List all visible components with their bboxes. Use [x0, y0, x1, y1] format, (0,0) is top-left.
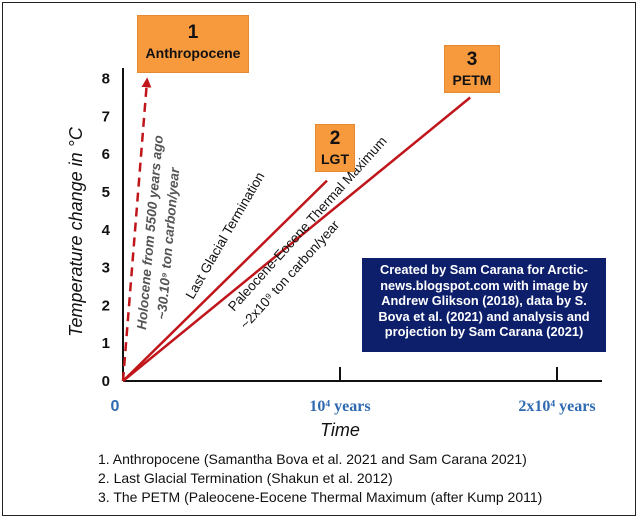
- x-tick-label: 0: [111, 398, 120, 415]
- series-lines: [121, 77, 471, 382]
- y-ticks: 0 1 2 3 4 5 6 7 8: [102, 71, 111, 390]
- footnotes: 1. Anthropocene (Samantha Bova et al. 20…: [98, 450, 542, 507]
- y-tick-label: 2: [102, 297, 110, 314]
- x-ticks: 0 10⁴ years 2x10⁴ years: [111, 367, 596, 415]
- y-tick-label: 7: [102, 108, 110, 125]
- footnote-3: 3. The PETM (Paleocene-Eocene Thermal Ma…: [98, 489, 543, 505]
- badge-label: PETM: [452, 72, 492, 88]
- footnote-2: 2. Last Glacial Termination (Shakun et a…: [98, 470, 393, 486]
- y-tick-label: 1: [102, 335, 110, 352]
- footnote-1: 1. Anthropocene (Samantha Bova et al. 20…: [98, 451, 527, 467]
- series-line-1: [121, 77, 152, 382]
- credit-box: Created by Sam Carana for Arctic-news.bl…: [362, 258, 606, 352]
- x-axis-label: Time: [320, 420, 360, 440]
- x-tick-label: 2x10⁴ years: [518, 398, 595, 415]
- series-line-3: [122, 96, 471, 382]
- axes: [122, 68, 602, 382]
- x-tick-label: 10⁴ years: [309, 398, 370, 415]
- badge-number: 1: [187, 22, 199, 43]
- figure-frame: [2, 2, 636, 516]
- badge-anthropocene: 1 Anthropocene: [137, 15, 249, 73]
- y-tick-label: 4: [102, 222, 111, 239]
- y-tick-label: 3: [102, 260, 110, 277]
- y-tick-label: 5: [102, 184, 110, 201]
- badge-lgt: 2 LGT: [315, 124, 355, 172]
- series-line-2: [122, 179, 328, 382]
- y-tick-label: 8: [102, 71, 110, 88]
- y-tick-label: 6: [102, 146, 110, 163]
- badge-label: Anthropocene: [145, 45, 241, 61]
- badge-petm: 3 PETM: [444, 45, 500, 93]
- y-tick-label: 0: [102, 373, 110, 390]
- y-axis-label: Temperature change in °C: [66, 126, 86, 337]
- badge-label: LGT: [321, 151, 349, 167]
- badge-number: 2: [329, 128, 341, 149]
- badge-number: 3: [466, 49, 478, 70]
